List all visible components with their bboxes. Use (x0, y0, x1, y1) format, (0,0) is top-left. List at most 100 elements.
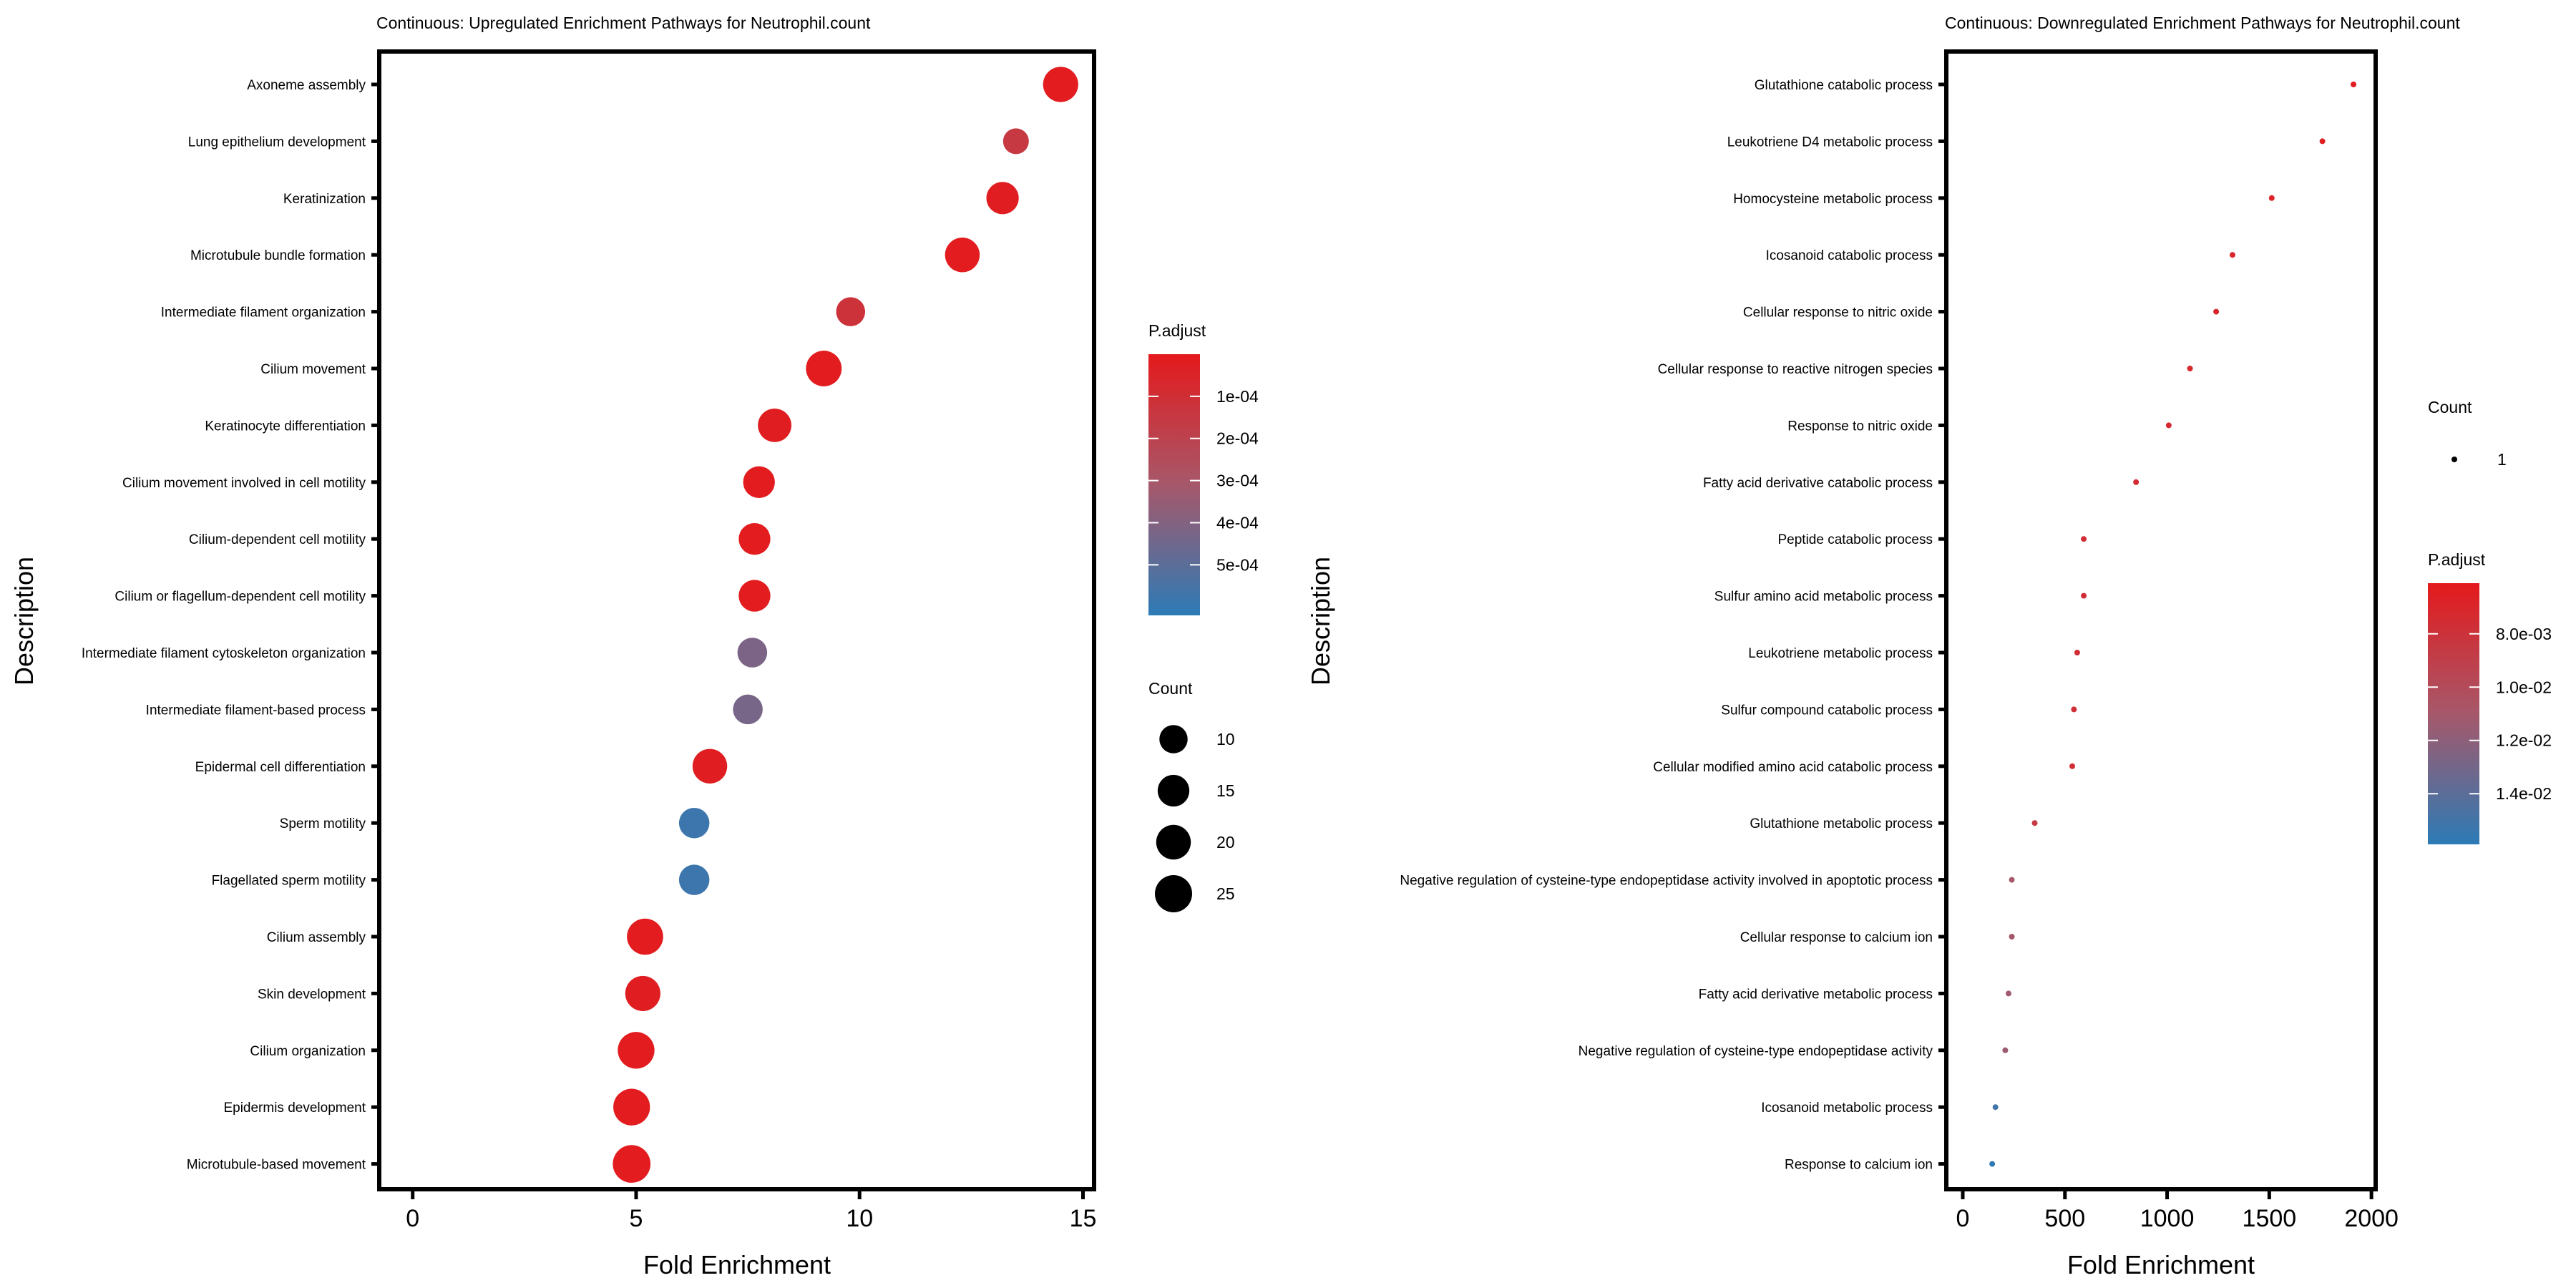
size-legend-dot (1157, 774, 1190, 807)
y-tick-label: Negative regulation of cysteine-type end… (1400, 874, 1933, 889)
size-legend-dot (1156, 824, 1191, 860)
data-point (2071, 706, 2077, 713)
data-point (738, 580, 771, 612)
data-point (625, 975, 660, 1011)
data-point (2031, 820, 2038, 826)
right-x-axis-title: Fold Enrichment (2067, 1250, 2255, 1279)
left-y-axis-title: Description (9, 557, 39, 686)
size-legend-dot (1159, 725, 1188, 753)
right-size-legend-title: Count (2428, 398, 2472, 416)
size-legend-dot (2451, 457, 2457, 462)
y-tick-label: Leukotriene D4 metabolic process (1727, 135, 1933, 150)
y-tick-label: Glutathione catabolic process (1755, 78, 1933, 93)
color-legend-label: 3e-04 (1216, 472, 1259, 490)
y-tick-label: Lung epithelium development (188, 135, 366, 150)
color-legend-label: 8.0e-03 (2496, 625, 2552, 643)
y-tick-label: Negative regulation of cysteine-type end… (1579, 1044, 1933, 1059)
data-point (618, 1032, 655, 1069)
data-point (2009, 877, 2015, 883)
y-tick-label: Cellular modified amino acid catabolic p… (1653, 760, 1933, 775)
data-point (678, 807, 710, 839)
data-point (2229, 252, 2235, 258)
size-legend-label: 25 (1216, 884, 1235, 903)
data-point (758, 408, 792, 442)
right-chart-title: Continuous: Downregulated Enrichment Pat… (1945, 14, 2460, 32)
data-point (1043, 67, 1078, 102)
y-tick-label: Cilium movement involved in cell motilit… (122, 476, 366, 491)
size-legend-label: 10 (1216, 730, 1235, 748)
x-tick-label: 0 (406, 1205, 419, 1232)
y-tick-label: Cilium or flagellum-dependent cell motil… (114, 590, 366, 605)
x-tick-label: 5 (630, 1205, 643, 1232)
data-point (2002, 1047, 2009, 1053)
y-tick-label: Icosanoid metabolic process (1761, 1101, 1933, 1116)
color-legend-label: 2e-04 (1216, 429, 1259, 448)
data-point (613, 1088, 650, 1126)
x-tick-label: 2000 (2344, 1205, 2399, 1232)
left-color-bar (1148, 354, 1200, 615)
x-tick-label: 1500 (2243, 1205, 2297, 1232)
y-tick-label: Fatty acid derivative catabolic process (1703, 476, 1933, 491)
data-point (2133, 479, 2140, 485)
y-tick-label: Intermediate filament organization (161, 306, 366, 321)
data-point (2081, 536, 2087, 542)
y-tick-label: Leukotriene metabolic process (1748, 646, 1933, 661)
color-legend-label: 1e-04 (1216, 387, 1259, 406)
color-legend-label: 1.4e-02 (2496, 784, 2552, 803)
data-point (2005, 990, 2011, 997)
x-tick-label: 15 (1070, 1205, 1097, 1232)
data-point (2165, 422, 2172, 429)
x-tick-label: 10 (846, 1205, 873, 1232)
data-point (2081, 592, 2087, 599)
y-tick-label: Cilium movement (260, 362, 366, 377)
data-point (678, 864, 710, 895)
downregulated-panel: Continuous: Downregulated Enrichment Pat… (1306, 14, 2552, 1279)
data-point (2074, 650, 2080, 655)
y-tick-label: Response to calcium ion (1785, 1158, 1933, 1173)
data-point (692, 748, 728, 784)
y-tick-label: Epidermal cell differentiation (195, 760, 366, 775)
y-tick-label: Peptide catabolic process (1777, 532, 1933, 547)
color-legend-label: 5e-04 (1216, 555, 1259, 574)
data-point (1992, 1104, 1999, 1111)
size-legend-label: 15 (1216, 781, 1235, 800)
right-color-legend-title: P.adjust (2428, 550, 2486, 569)
y-tick-label: Sulfur amino acid metabolic process (1714, 590, 1933, 605)
data-point (743, 466, 775, 498)
y-tick-label: Intermediate filament-based process (146, 703, 366, 718)
right-color-bar (2428, 583, 2479, 844)
y-tick-label: Response to nitric oxide (1787, 419, 1933, 434)
y-tick-label: Keratinization (283, 192, 366, 207)
data-point (613, 1145, 651, 1183)
y-tick-label: Cellular response to calcium ion (1740, 930, 1933, 945)
left-size-legend-title: Count (1148, 679, 1193, 698)
data-point (806, 351, 842, 386)
data-point (1989, 1161, 1996, 1167)
left-x-axis-title: Fold Enrichment (643, 1250, 831, 1279)
data-point (2187, 366, 2193, 371)
data-point (627, 918, 663, 955)
right-y-axis-title: Description (1306, 557, 1335, 686)
y-tick-label: Cilium assembly (267, 930, 366, 945)
x-tick-label: 0 (1956, 1205, 1970, 1232)
data-point (733, 694, 763, 725)
left-color-legend-title: P.adjust (1148, 321, 1206, 340)
y-tick-label: Microtubule-based movement (187, 1158, 366, 1173)
color-legend-label: 1.0e-02 (2496, 678, 2552, 696)
data-point (2213, 308, 2220, 315)
left-plot-border (377, 49, 1096, 1191)
y-tick-label: Cellular response to reactive nitrogen s… (1658, 362, 1933, 377)
data-point (738, 523, 771, 555)
right-plot-border (1944, 49, 2378, 1191)
color-legend-label: 1.2e-02 (2496, 731, 2552, 750)
y-tick-label: Cilium-dependent cell motility (189, 532, 366, 547)
y-tick-label: Sperm motility (280, 816, 366, 831)
data-point (737, 638, 768, 668)
y-tick-label: Flagellated sperm motility (212, 874, 366, 889)
data-point (945, 237, 980, 273)
y-tick-label: Homocysteine metabolic process (1733, 192, 1933, 207)
data-point (986, 182, 1019, 215)
data-point (2268, 195, 2275, 201)
size-legend-label: 20 (1216, 833, 1235, 852)
x-tick-label: 1000 (2140, 1205, 2195, 1232)
